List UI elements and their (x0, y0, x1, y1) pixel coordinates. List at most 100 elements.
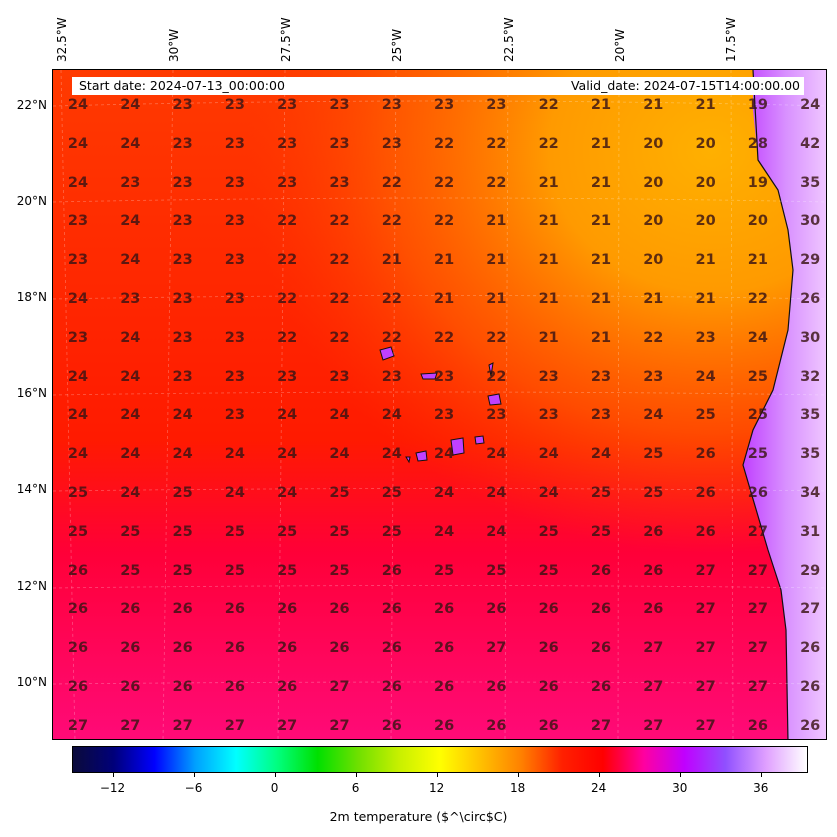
africa-land (743, 70, 826, 739)
longitude-label: 22.5°W (502, 17, 516, 62)
grid-value: 22 (434, 213, 455, 230)
grid-value: 25 (381, 523, 402, 540)
grid-value: 26 (120, 601, 141, 618)
grid-value: 21 (590, 329, 612, 346)
grid-value: 25 (695, 407, 716, 424)
grid-value: 27 (747, 679, 768, 695)
grid-value: 27 (329, 717, 350, 734)
grid-value: 26 (590, 562, 612, 579)
grid-value: 26 (590, 679, 612, 695)
grid-value: 26 (695, 485, 716, 501)
grid-value: 23 (329, 174, 350, 191)
grid-value: 35 (800, 174, 821, 191)
latitude-label: 20°N (16, 194, 47, 208)
grid-value: 23 (434, 407, 455, 424)
grid-value: 26 (695, 523, 716, 540)
grid-value: 24 (172, 407, 193, 424)
grid-value: 23 (172, 135, 193, 152)
grid-value: 20 (747, 213, 768, 230)
grid-value: 24 (486, 446, 507, 463)
grid-value: 23 (224, 368, 245, 385)
colorbar-tick (517, 773, 519, 777)
grid-value: 20 (643, 213, 664, 230)
grid-value: 26 (434, 717, 455, 734)
grid-value: 24 (277, 485, 298, 501)
grid-value: 24 (277, 446, 298, 463)
grid-value: 22 (329, 213, 350, 230)
grid-value: 21 (434, 252, 455, 269)
grid-value: 26 (172, 679, 193, 695)
grid-value: 27 (747, 640, 768, 657)
longitude-label: 27.5°W (279, 17, 293, 62)
colorbar-tick-label: −6 (184, 781, 203, 795)
grid-value: 27 (643, 679, 664, 695)
grid-value: 23 (172, 291, 193, 307)
grid-value: 27 (67, 717, 89, 734)
grid-value: 27 (695, 601, 716, 618)
grid-value: 21 (695, 97, 716, 113)
grid-value: 27 (695, 640, 716, 657)
grid-value: 24 (381, 407, 402, 424)
colorbar-tick (112, 773, 114, 777)
grid-value: 26 (67, 640, 89, 657)
grid-value: 24 (224, 485, 245, 501)
grid-value: 24 (120, 135, 141, 152)
grid-value: 24 (747, 329, 768, 346)
colorbar (72, 746, 808, 773)
grid-value: 23 (172, 329, 193, 346)
grid-value: 25 (224, 523, 245, 540)
grid-value: 23 (590, 407, 612, 424)
grid-value: 21 (486, 252, 507, 269)
grid-value: 26 (224, 640, 245, 657)
grid-value: 29 (800, 252, 821, 269)
grid-value: 24 (67, 174, 89, 191)
grid-value: 24 (590, 446, 612, 463)
grid-value: 26 (434, 640, 455, 657)
grid-value: 23 (172, 368, 193, 385)
grid-value: 26 (120, 640, 141, 657)
grid-value: 26 (643, 523, 664, 540)
cool-upwelling-zone (53, 70, 826, 739)
colorbar-tick-label: 18 (510, 781, 526, 795)
grid-value: 20 (695, 174, 716, 191)
grid-value: 24 (486, 523, 507, 540)
grid-value: 26 (800, 679, 821, 695)
colorbar-tick (598, 773, 600, 777)
grid-value: 25 (590, 485, 612, 501)
grid-value: 21 (486, 291, 507, 307)
grid-value: 26 (538, 717, 559, 734)
grid-value: 34 (800, 485, 821, 501)
grid-value: 26 (643, 562, 664, 579)
grid-value: 26 (538, 679, 559, 695)
grid-value: 22 (486, 368, 507, 385)
grid-value: 23 (120, 291, 141, 307)
grid-value: 24 (67, 135, 89, 152)
grid-value: 27 (224, 717, 245, 734)
grid-value: 23 (329, 135, 350, 152)
grid-value: 23 (172, 97, 193, 113)
latitude-label: 12°N (16, 579, 47, 593)
grid-value: 26 (695, 446, 716, 463)
grid-value: 24 (67, 291, 89, 307)
grid-value: 26 (590, 640, 612, 657)
grid-value: 27 (695, 679, 716, 695)
grid-value: 20 (695, 135, 716, 152)
grid-value: 26 (172, 601, 193, 618)
grid-value: 20 (643, 174, 664, 191)
grid-value: 23 (329, 97, 350, 113)
colorbar-tick-label: 24 (591, 781, 607, 795)
grid-value: 25 (67, 523, 89, 540)
grid-value: 42 (800, 135, 821, 152)
colorbar-tick (760, 773, 762, 777)
grid-value: 24 (120, 407, 141, 424)
grid-value: 23 (67, 252, 89, 269)
grid-value: 24 (695, 368, 716, 385)
grid-value: 23 (538, 368, 559, 385)
grid-value: 24 (172, 446, 193, 463)
grid-value: 21 (538, 213, 559, 230)
grid-value: 23 (172, 174, 193, 191)
grid-value: 22 (277, 213, 298, 230)
latitude-label: 16°N (16, 386, 47, 400)
colorbar-tick (355, 773, 357, 777)
grid-value: 21 (695, 291, 716, 307)
